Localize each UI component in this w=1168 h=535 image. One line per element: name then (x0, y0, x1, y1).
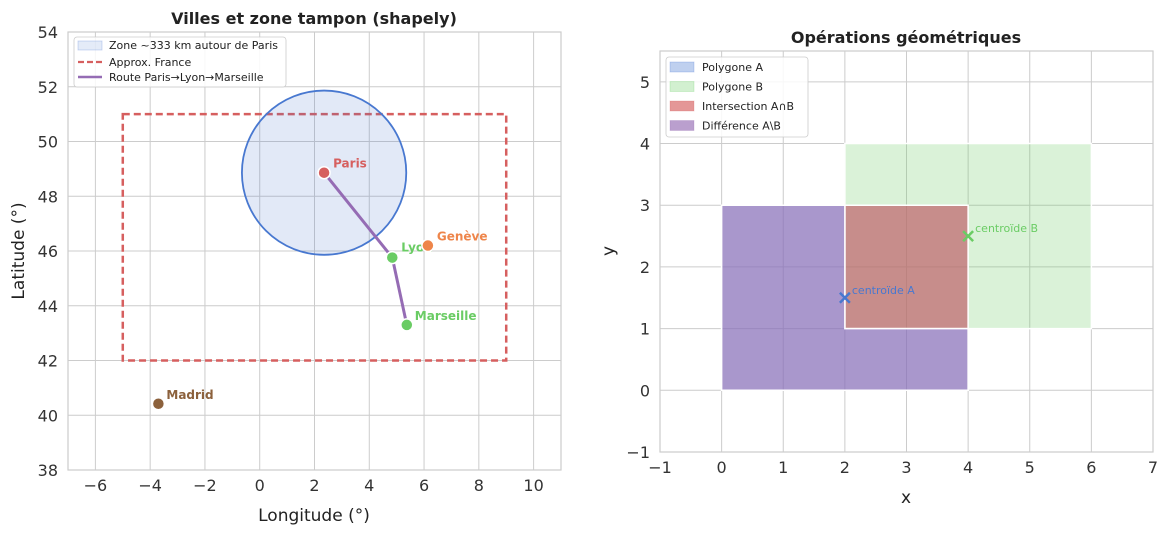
centroid-label: centroïde B (975, 222, 1038, 235)
y-tick-label: 38 (38, 461, 58, 480)
geometry-xlabel: x (901, 488, 911, 508)
legend-label-polygon: Polygone B (702, 81, 763, 94)
map-ylabel: Latitude (°) (9, 202, 29, 299)
legend-label-polygon: Polygone A (702, 61, 763, 74)
legend-swatch-polygon (669, 100, 695, 112)
x-tick-label: 2 (309, 476, 319, 495)
city-marker-marseille (400, 318, 414, 332)
city-marker-lyon (385, 250, 400, 265)
x-tick-label: 0 (717, 458, 727, 477)
legend-swatch-buffer (77, 40, 103, 51)
centroid-marker (962, 230, 975, 242)
y-tick-label: −1 (626, 443, 650, 462)
city-marker-madrid (151, 397, 166, 411)
x-tick-label: 8 (474, 476, 484, 495)
y-tick-label: 5 (640, 73, 650, 92)
x-tick-label: 6 (419, 476, 429, 495)
geometry-marks: centroïde A centroïde B (720, 142, 1093, 392)
y-tick-label: 42 (38, 352, 58, 371)
y-tick-label: 44 (38, 297, 58, 316)
map-title: Villes et zone tampon (shapely) (171, 9, 457, 28)
legend-label-polygon: Intersection A∩B (702, 100, 794, 113)
map-legend-box (73, 36, 287, 88)
centroid-marker (838, 291, 851, 304)
geometry-legend: Polygone A Polygone B Intersection A∩B Diff… (665, 56, 809, 138)
geometry-ylabel: y (599, 246, 619, 256)
x-tick-label: −1 (648, 458, 672, 477)
legend-swatch-polygon (669, 120, 695, 131)
legend-label-route: Route Paris→Lyon→Marseille (109, 71, 264, 84)
y-tick-label: 50 (38, 133, 58, 152)
x-tick-label: 6 (1086, 458, 1096, 477)
geometry-legend-box (665, 56, 809, 138)
x-tick-label: 4 (963, 458, 973, 477)
x-tick-label: 7 (1148, 458, 1158, 477)
x-tick-label: 1 (778, 458, 788, 477)
map-xlabel: Longitude (°) (258, 506, 370, 526)
x-tick-label: 10 (523, 476, 543, 495)
x-tick-label: 2 (840, 458, 850, 477)
city-label: Madrid (166, 388, 213, 402)
city-label: Marseille (415, 309, 477, 323)
geometry-tick-labels: −1 0 1 2 3 4 5 6 7 −1 0 1 2 3 4 5 (626, 73, 1158, 477)
y-tick-label: 4 (640, 135, 650, 154)
city-label: Genève (437, 230, 488, 244)
legend-swatch-polygon (669, 81, 695, 92)
y-tick-label: 52 (38, 78, 58, 97)
geometry-frame (659, 50, 1154, 453)
y-tick-label: 1 (640, 320, 650, 339)
x-tick-label: 0 (255, 476, 265, 495)
map-frame (67, 31, 562, 471)
legend-label-polygon: Différence A\B (702, 120, 781, 133)
geometry-panel: centroïde A centroïde B −1 0 1 2 3 4 5 6 7 −1 0 1 2 3 4… (599, 28, 1158, 508)
x-tick-label: 4 (364, 476, 374, 495)
city-marker-genève (421, 238, 435, 253)
y-tick-label: 46 (38, 242, 58, 261)
y-tick-label: 0 (640, 381, 650, 400)
city-marker-paris (317, 165, 331, 180)
y-tick-label: 40 (38, 406, 58, 425)
legend-label-buffer: Zone ~333 km autour de Paris (109, 39, 278, 52)
x-tick-label: 3 (901, 458, 911, 477)
x-tick-label: −6 (84, 476, 108, 495)
map-legend: Zone ~333 km autour de Paris Approx. Fra… (73, 36, 287, 88)
y-tick-label: 3 (640, 196, 650, 215)
y-tick-label: 2 (640, 258, 650, 277)
city-label: Paris (333, 157, 367, 171)
x-tick-label: −4 (138, 476, 162, 495)
polygon-2 (844, 204, 969, 330)
france-box (121, 112, 508, 362)
centroid-label: centroïde A (852, 284, 915, 297)
geometry-title: Opérations géométriques (791, 28, 1021, 47)
y-tick-label: 54 (38, 23, 58, 42)
legend-swatch-polygon (669, 61, 695, 73)
y-tick-label: 48 (38, 187, 58, 206)
legend-label-france: Approx. France (109, 56, 191, 69)
x-tick-label: −2 (193, 476, 217, 495)
x-tick-label: 5 (1025, 458, 1035, 477)
